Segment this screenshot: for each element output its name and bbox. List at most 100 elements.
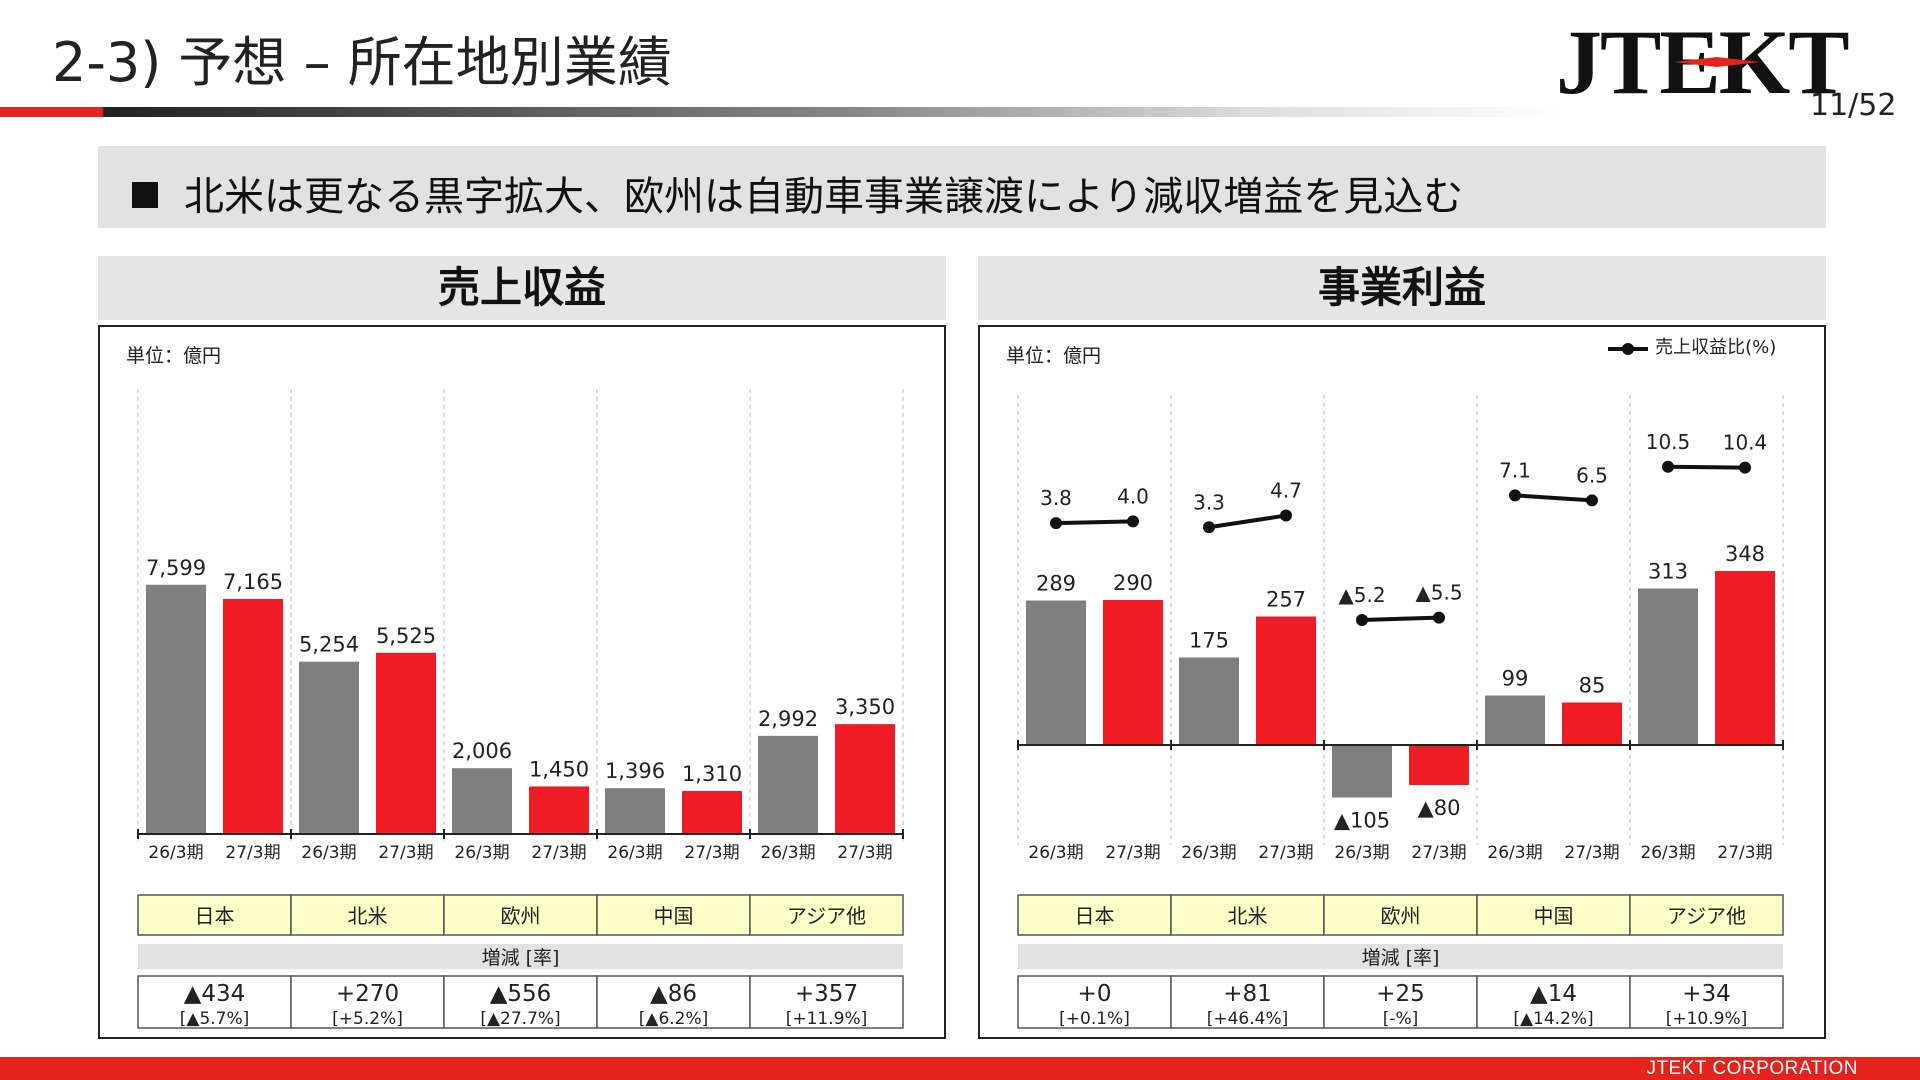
data-label: 2,992 <box>758 707 818 731</box>
region-cell <box>443 894 598 936</box>
profit-chart: 289 175 ▲105 99 313 290 257 ▲80 85 348 26/3期 27/3期 2… <box>1017 395 1784 1029</box>
page-title: 2-3) 予想 – 所在地別業績 <box>52 31 672 94</box>
ratio-label: 10.4 <box>1723 431 1768 455</box>
revenue-panel: 単位：億円 7,599 5,254 2,006 1,396 2,992 7,165 5,52… <box>98 325 946 1039</box>
data-label: 85 <box>1579 674 1606 698</box>
period-label: 26/3期 <box>1640 843 1695 863</box>
bar-prior <box>605 788 665 834</box>
data-label: 1,310 <box>682 762 742 786</box>
region-cell <box>749 894 904 936</box>
ratio-line-segment <box>1055 519 1134 526</box>
region-cell <box>1629 894 1784 936</box>
revenue-unit-label: 単位：億円 <box>126 345 222 367</box>
ratio-label: 4.7 <box>1270 479 1302 503</box>
bar-prior <box>758 735 818 834</box>
period-label: 26/3期 <box>1334 843 1389 863</box>
change-rate: [+5.2%] <box>332 1009 403 1029</box>
bar-forecast <box>1715 571 1775 745</box>
bar-forecast <box>223 598 283 834</box>
ratio-label: 4.0 <box>1117 484 1149 508</box>
period-label: 27/3期 <box>225 843 280 863</box>
data-label: 7,599 <box>146 556 206 580</box>
bar-forecast <box>376 652 436 834</box>
change-cell <box>1629 975 1784 1029</box>
change-cell <box>1476 975 1631 1029</box>
period-label: 27/3期 <box>684 843 739 863</box>
change-header-label: 増減 [率] <box>1362 947 1440 969</box>
data-label: 290 <box>1113 571 1153 595</box>
data-label: 1,450 <box>529 757 589 781</box>
change-value: +357 <box>795 981 858 1007</box>
bar-prior <box>1638 588 1698 745</box>
region-label: 日本 <box>1075 904 1115 928</box>
data-label: 257 <box>1266 588 1306 612</box>
bar-prior <box>299 661 359 834</box>
bar-forecast <box>1409 745 1469 785</box>
logo-red-diamond <box>1674 57 1760 67</box>
period-label: 26/3期 <box>148 843 203 863</box>
data-label: 289 <box>1036 572 1076 596</box>
ratio-point <box>1433 611 1445 624</box>
period-label: 27/3期 <box>531 843 586 863</box>
data-label: 3,350 <box>835 695 895 719</box>
data-label: ▲80 <box>1418 796 1461 820</box>
region-label: 中国 <box>1534 904 1574 928</box>
change-rate: [▲6.2%] <box>639 1009 709 1029</box>
change-rate: [-%] <box>1383 1009 1419 1029</box>
ratio-point <box>1203 521 1215 534</box>
ratio-point <box>1739 461 1751 474</box>
change-header-bar <box>138 944 903 969</box>
profit-unit-label: 単位：億円 <box>1006 345 1102 367</box>
data-label: 348 <box>1725 542 1765 566</box>
data-label: ▲105 <box>1334 809 1390 833</box>
data-label: 1,396 <box>605 759 665 783</box>
change-rate: [▲27.7%] <box>480 1009 560 1029</box>
ratio-label: 10.5 <box>1646 430 1691 454</box>
bar-prior <box>1179 657 1239 745</box>
ratio-line-segment <box>1667 464 1746 470</box>
ratio-label: ▲5.2 <box>1338 583 1385 607</box>
period-label: 26/3期 <box>301 843 356 863</box>
change-cell <box>290 975 445 1029</box>
change-value: ▲14 <box>1530 981 1577 1007</box>
change-value: +270 <box>336 981 399 1007</box>
bar-prior <box>1026 600 1086 745</box>
change-cell <box>1017 975 1172 1029</box>
change-cell <box>749 975 904 1029</box>
period-label: 26/3期 <box>1487 843 1542 863</box>
change-value: +81 <box>1223 981 1272 1007</box>
bar-prior <box>1332 745 1392 798</box>
change-rate: [+0.1%] <box>1059 1009 1130 1029</box>
footer-bar <box>0 1057 1920 1080</box>
period-label: 26/3期 <box>607 843 662 863</box>
change-value: ▲556 <box>490 981 552 1007</box>
ratio-label: 3.3 <box>1193 490 1225 514</box>
change-rate: [▲14.2%] <box>1513 1009 1593 1029</box>
ratio-label: 7.1 <box>1499 458 1531 482</box>
period-label: 27/3期 <box>1411 843 1466 863</box>
bar-prior <box>1485 695 1545 745</box>
region-cell <box>1323 894 1478 936</box>
ratio-point <box>1509 489 1521 502</box>
bullet-square-icon <box>132 182 158 208</box>
ratio-line-segment <box>1208 513 1287 530</box>
region-cell <box>1017 894 1172 936</box>
chart-legend: 売上収益比(%) <box>1606 333 1776 359</box>
period-label: 27/3期 <box>1717 843 1772 863</box>
page-number: 11/52 <box>1810 88 1897 123</box>
data-label: 2,006 <box>452 739 512 763</box>
bar-prior <box>452 768 512 834</box>
ratio-point <box>1586 494 1598 507</box>
region-label: アジア他 <box>1667 904 1746 928</box>
headline: 北米は更なる黒字拡大、欧州は自動車事業譲渡により減収増益を見込む <box>132 164 1463 222</box>
ratio-label: 6.5 <box>1576 463 1608 487</box>
change-rate: [+46.4%] <box>1207 1009 1289 1029</box>
data-label: 313 <box>1648 560 1688 584</box>
change-value: +34 <box>1682 981 1731 1007</box>
period-label: 26/3期 <box>760 843 815 863</box>
region-label: 中国 <box>654 904 694 928</box>
headline-text: 北米は更なる黒字拡大、欧州は自動車事業譲渡により減収増益を見込む <box>184 174 1464 220</box>
data-label: 99 <box>1502 667 1529 691</box>
period-label: 27/3期 <box>1258 843 1313 863</box>
revenue-chart: 7,599 5,254 2,006 1,396 2,992 7,165 5,525 1,450… <box>137 389 904 1029</box>
